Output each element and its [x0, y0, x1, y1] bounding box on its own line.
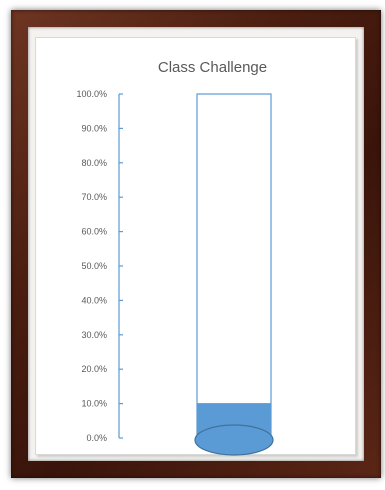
chart-title: Class Challenge	[157, 59, 268, 76]
picture-frame	[11, 10, 381, 478]
y-tick-label: 70.0%	[81, 192, 107, 202]
thermometer-bulb	[194, 424, 274, 456]
frame-mat	[28, 27, 364, 461]
y-tick-label: 60.0%	[81, 227, 107, 237]
y-tick-label: 40.0%	[81, 295, 107, 305]
y-tick-label: 0.0%	[86, 433, 107, 443]
y-tick-label: 100.0%	[76, 89, 107, 99]
y-tick-label: 50.0%	[81, 261, 107, 271]
chart-area	[35, 37, 356, 455]
y-tick-label: 20.0%	[81, 364, 107, 374]
y-tick-label: 30.0%	[81, 330, 107, 340]
y-tick-label: 90.0%	[81, 123, 107, 133]
y-tick-label: 80.0%	[81, 158, 107, 168]
y-tick-label: 10.0%	[81, 399, 107, 409]
thermometer-tube-outline	[196, 93, 272, 439]
